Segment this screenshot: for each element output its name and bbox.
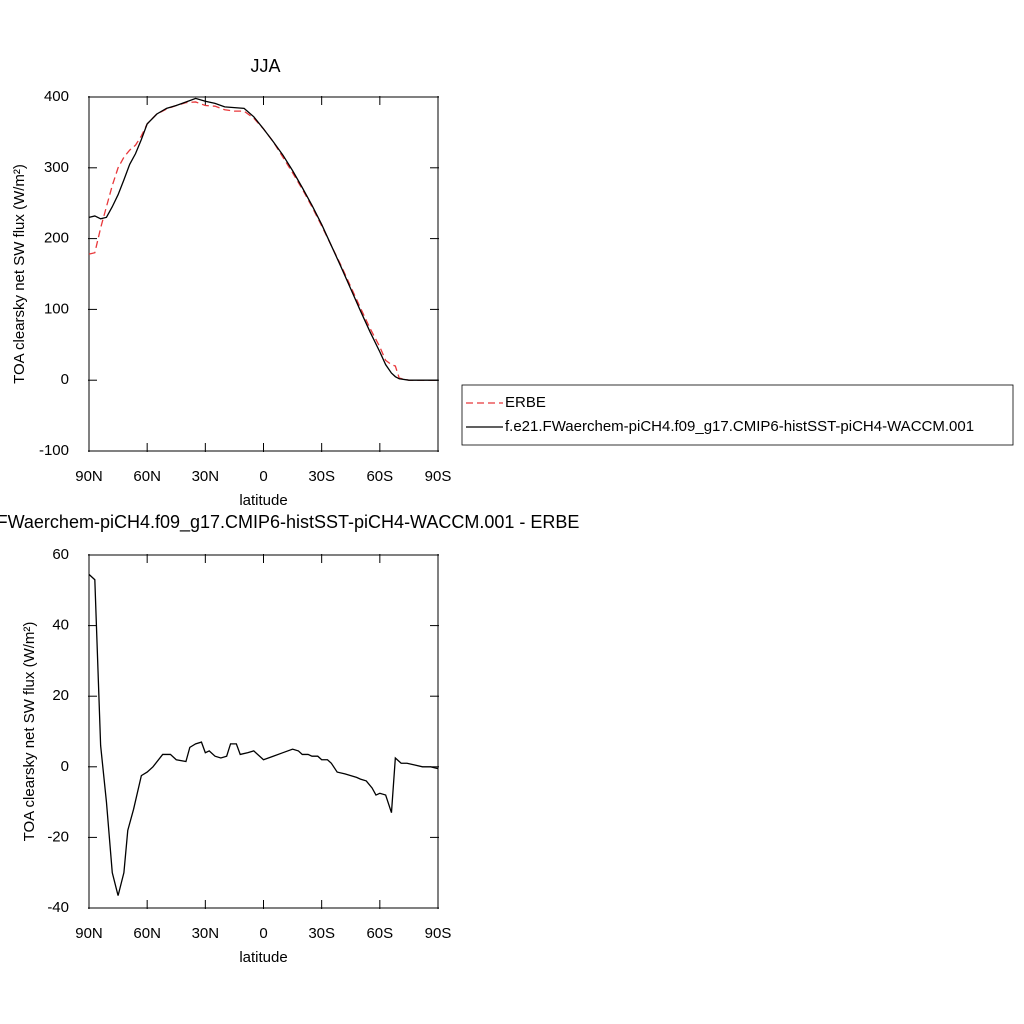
x-tick-label: 0 <box>259 925 267 942</box>
y-tick-label: 20 <box>52 687 69 704</box>
x-tick-label: 90S <box>425 468 452 485</box>
x-axis-label: latitude <box>239 949 287 966</box>
x-tick-label: 0 <box>259 468 267 485</box>
x-tick-label: 60S <box>366 468 393 485</box>
x-tick-label: 60N <box>133 468 161 485</box>
y-tick-label: 300 <box>44 159 69 176</box>
x-tick-label: 30N <box>192 925 220 942</box>
y-tick-label: 200 <box>44 230 69 247</box>
y-tick-label: 0 <box>61 371 69 388</box>
data-line <box>88 573 439 896</box>
x-tick-label: 30S <box>308 925 335 942</box>
x-tick-label: 90S <box>425 925 452 942</box>
chart-title: JJA <box>250 56 280 76</box>
y-tick-label: 100 <box>44 300 69 317</box>
y-axis-label: TOA clearsky net SW flux (W/m²) <box>21 622 38 842</box>
y-tick-label: -100 <box>39 442 69 459</box>
y-tick-label: 0 <box>61 758 69 775</box>
plot-frame <box>88 96 439 452</box>
y-tick-label: -20 <box>47 828 69 845</box>
chart-title: f.e21.FWaerchem-piCH4.f09_g17.CMIP6-hist… <box>0 512 579 533</box>
legend-box <box>461 384 1014 446</box>
legend-label: f.e21.FWaerchem-piCH4.f09_g17.CMIP6-hist… <box>505 418 974 435</box>
plot-frame <box>88 554 439 909</box>
data-line <box>88 101 438 381</box>
x-tick-label: 30N <box>192 468 220 485</box>
x-tick-label: 60N <box>133 925 161 942</box>
y-tick-label: 400 <box>44 88 69 105</box>
x-tick-label: 90N <box>75 468 103 485</box>
y-tick-label: -40 <box>47 899 69 916</box>
y-tick-label: 40 <box>52 617 69 634</box>
legend-label: ERBE <box>505 394 546 411</box>
y-axis-label: TOA clearsky net SW flux (W/m²) <box>11 164 28 384</box>
x-tick-label: 90N <box>75 925 103 942</box>
x-axis-label: latitude <box>239 492 287 509</box>
data-line <box>88 97 438 381</box>
x-tick-label: 30S <box>308 468 335 485</box>
x-tick-label: 60S <box>366 925 393 942</box>
y-tick-label: 60 <box>52 546 69 563</box>
